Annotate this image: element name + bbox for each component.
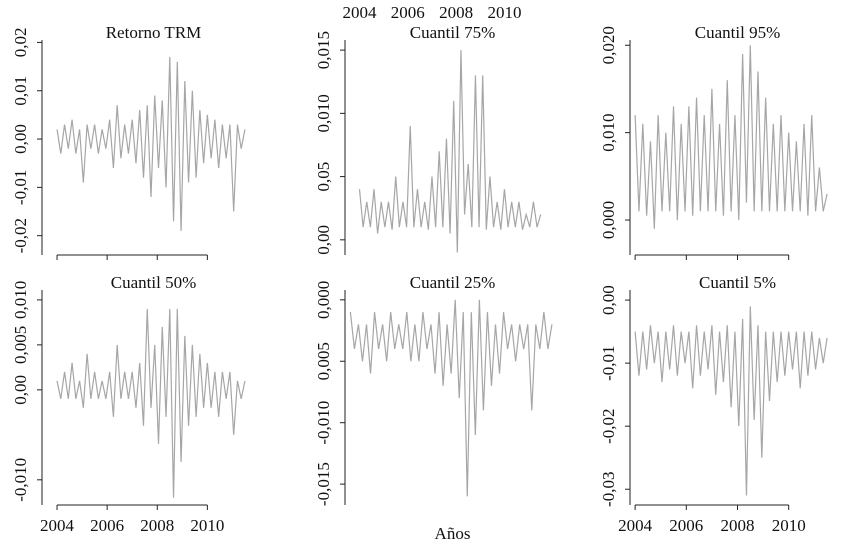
y-tick-label: 0,05 bbox=[314, 162, 333, 192]
y-tick-label: 0,00 bbox=[11, 375, 30, 405]
x-tick-label: 2010 bbox=[487, 3, 521, 22]
y-tick-label: -0,010 bbox=[314, 401, 333, 445]
y-tick-label: 0,000 bbox=[314, 281, 333, 319]
y-tick-label: 0,010 bbox=[314, 94, 333, 132]
y-tick-label: 0,02 bbox=[11, 28, 30, 58]
series-line bbox=[358, 50, 542, 253]
y-tick-label: 0,005 bbox=[314, 342, 333, 380]
x-axis-label: Años bbox=[435, 524, 471, 543]
series-line bbox=[634, 306, 828, 496]
x-tick-label: 2004 bbox=[342, 3, 377, 22]
panel-title: Cuantil 95% bbox=[695, 23, 780, 42]
x-tick-label: 2006 bbox=[90, 516, 124, 535]
y-tick-label: -0,01 bbox=[599, 345, 618, 380]
series-line bbox=[634, 45, 828, 229]
y-tick-label: 0,010 bbox=[599, 114, 618, 152]
y-tick-label: 0,020 bbox=[599, 26, 618, 64]
series-line bbox=[56, 308, 246, 498]
x-tick-label: 2008 bbox=[721, 516, 755, 535]
series-line bbox=[349, 299, 553, 497]
y-tick-label: 0,010 bbox=[11, 281, 30, 319]
y-tick-label: -0,015 bbox=[314, 462, 333, 506]
y-tick-label: 0,00 bbox=[11, 124, 30, 154]
y-tick-label: -0,02 bbox=[599, 408, 618, 443]
x-tick-label: 2010 bbox=[190, 516, 224, 535]
x-tick-label: 2006 bbox=[391, 3, 425, 22]
y-tick-label: -0,010 bbox=[11, 458, 30, 502]
y-tick-label: 0,005 bbox=[11, 326, 30, 364]
panel-title: Cuantil 25% bbox=[410, 273, 495, 292]
x-tick-label: 2004 bbox=[618, 516, 653, 535]
x-tick-label: 2008 bbox=[439, 3, 473, 22]
x-tick-label: 2006 bbox=[669, 516, 703, 535]
series-line bbox=[56, 56, 246, 231]
y-tick-label: 0,000 bbox=[599, 201, 618, 239]
y-tick-label: 0,00 bbox=[314, 225, 333, 255]
y-tick-label: 0,01 bbox=[11, 76, 30, 106]
panel-title: Cuantil 5% bbox=[699, 273, 776, 292]
y-tick-label: 0,00 bbox=[599, 285, 618, 315]
x-tick-label: 2010 bbox=[772, 516, 806, 535]
x-tick-label: 2004 bbox=[40, 516, 75, 535]
y-tick-label: -0,02 bbox=[11, 218, 30, 253]
panel-title: Retorno TRM bbox=[106, 23, 202, 42]
panel-title: Cuantil 50% bbox=[111, 273, 196, 292]
y-tick-label: -0,01 bbox=[11, 170, 30, 205]
y-tick-label: 0,015 bbox=[314, 31, 333, 69]
y-tick-label: -0,03 bbox=[599, 472, 618, 507]
x-tick-label: 2008 bbox=[140, 516, 174, 535]
panel-title: Cuantil 75% bbox=[410, 23, 495, 42]
